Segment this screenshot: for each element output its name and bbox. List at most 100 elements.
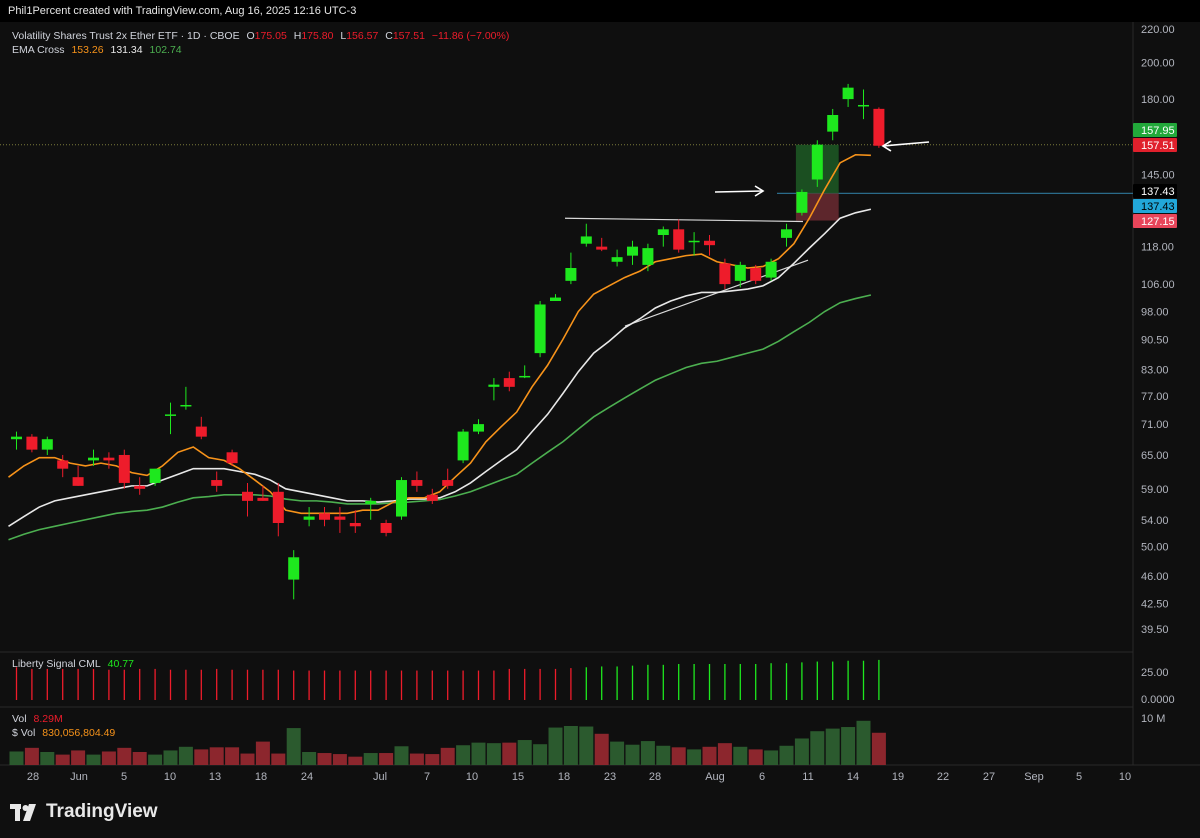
volume-bar bbox=[379, 753, 394, 765]
volume-bar bbox=[871, 732, 886, 765]
candle-body bbox=[118, 454, 130, 483]
candle bbox=[842, 83, 854, 107]
y-tick-label: 77.00 bbox=[1141, 391, 1169, 403]
high-value: 175.80 bbox=[301, 30, 334, 42]
volume-bar bbox=[55, 754, 70, 765]
volume-bar bbox=[40, 752, 55, 765]
candle-body bbox=[103, 457, 115, 461]
dollar-volume-legend: $ Vol 830,056,804.49 bbox=[12, 727, 119, 739]
candle-body bbox=[503, 378, 515, 387]
volume-bar bbox=[748, 749, 763, 765]
price-label-text: 137.43 bbox=[1141, 201, 1175, 213]
candle-body bbox=[88, 457, 99, 461]
candle bbox=[596, 237, 608, 252]
candle bbox=[457, 429, 469, 464]
footer bbox=[0, 787, 1200, 838]
dollar-volume-value: 830,056,804.49 bbox=[42, 727, 116, 739]
liberty-tick-label: 0.0000 bbox=[1141, 694, 1175, 706]
candle-body bbox=[519, 375, 531, 378]
volume-bar bbox=[825, 728, 840, 765]
candle-body bbox=[380, 523, 392, 533]
x-tick-label: 19 bbox=[892, 771, 904, 783]
candle-body bbox=[303, 516, 315, 520]
candle-body bbox=[534, 304, 546, 354]
tradingview-logo[interactable]: TradingView bbox=[10, 801, 158, 823]
price-label-red: 157.51 bbox=[1133, 138, 1177, 152]
candle-body bbox=[765, 261, 777, 278]
candle-body bbox=[657, 229, 669, 235]
liberty-label: Liberty Signal CML bbox=[12, 658, 101, 670]
candle-body bbox=[195, 426, 207, 437]
volume-bar bbox=[363, 753, 378, 765]
x-tick-label: 10 bbox=[164, 771, 176, 783]
volume-bar bbox=[302, 752, 317, 765]
price-label-text: 157.95 bbox=[1141, 125, 1175, 137]
candle bbox=[134, 477, 146, 495]
y-tick-label: 145.00 bbox=[1141, 170, 1175, 182]
y-tick-label: 71.00 bbox=[1141, 419, 1169, 431]
volume-bar bbox=[779, 745, 794, 765]
y-tick-label: 54.00 bbox=[1141, 515, 1169, 527]
candle bbox=[550, 294, 561, 301]
price-label-box bbox=[1133, 123, 1177, 137]
x-tick-label: 11 bbox=[802, 771, 813, 783]
candle bbox=[473, 419, 484, 435]
candle bbox=[642, 243, 654, 272]
y-tick-label: 200.00 bbox=[1141, 57, 1175, 69]
candle bbox=[873, 107, 885, 148]
candle-body bbox=[842, 87, 854, 100]
candle bbox=[195, 416, 207, 440]
volume-bar bbox=[255, 741, 270, 765]
ema-mid-value: 131.34 bbox=[110, 44, 143, 56]
candle bbox=[534, 300, 546, 358]
price-label-text: 127.15 bbox=[1141, 216, 1175, 228]
volume-bar bbox=[471, 742, 486, 765]
low-value: 156.57 bbox=[346, 30, 379, 42]
volume-bar bbox=[502, 742, 517, 765]
volume-bar bbox=[625, 744, 640, 765]
candle bbox=[11, 431, 22, 450]
candle bbox=[288, 550, 300, 600]
candle bbox=[688, 232, 700, 256]
volume-bar bbox=[486, 743, 501, 765]
candle bbox=[57, 454, 69, 478]
candle bbox=[827, 108, 839, 141]
candle-body bbox=[596, 246, 608, 250]
candle-body bbox=[473, 424, 484, 432]
volume-bar bbox=[548, 727, 563, 765]
y-tick-label: 180.00 bbox=[1141, 94, 1175, 106]
candle-body bbox=[257, 497, 269, 501]
x-tick-label: Sep bbox=[1024, 771, 1044, 783]
candle-body bbox=[165, 414, 176, 416]
candle bbox=[611, 249, 623, 267]
volume-bar bbox=[148, 754, 163, 765]
volume-bar bbox=[271, 753, 286, 765]
y-tick-label: 83.00 bbox=[1141, 365, 1169, 377]
candle bbox=[411, 471, 423, 492]
candle bbox=[673, 219, 685, 253]
candle-body bbox=[627, 246, 638, 256]
volume-bar bbox=[440, 747, 455, 765]
volume-bar bbox=[764, 750, 779, 765]
candle bbox=[858, 89, 869, 120]
candle-body bbox=[750, 268, 762, 281]
candle-body bbox=[365, 500, 377, 504]
chart-canvas[interactable]: 220.00 200.00 180.00 145.00 118.00 106.00 98.0… bbox=[0, 0, 1200, 787]
volume-bar bbox=[163, 750, 178, 765]
candle bbox=[657, 226, 669, 247]
liberty-legend: Liberty Signal CML 40.77 bbox=[12, 658, 138, 670]
resistance-trendline bbox=[564, 217, 804, 223]
x-tick-label: 6 bbox=[759, 771, 765, 783]
candle bbox=[319, 507, 330, 527]
volume-value: 8.29M bbox=[33, 713, 63, 725]
x-tick-label: 18 bbox=[558, 771, 570, 783]
candle-body bbox=[149, 468, 161, 483]
volume-bar bbox=[533, 744, 548, 765]
candle bbox=[211, 471, 223, 492]
volume-bar bbox=[687, 749, 702, 765]
candle-body bbox=[442, 480, 454, 486]
volume-bar bbox=[610, 741, 625, 765]
volume-bar bbox=[394, 746, 409, 765]
y-tick-label: 98.00 bbox=[1141, 307, 1169, 319]
candle-body bbox=[41, 439, 53, 450]
